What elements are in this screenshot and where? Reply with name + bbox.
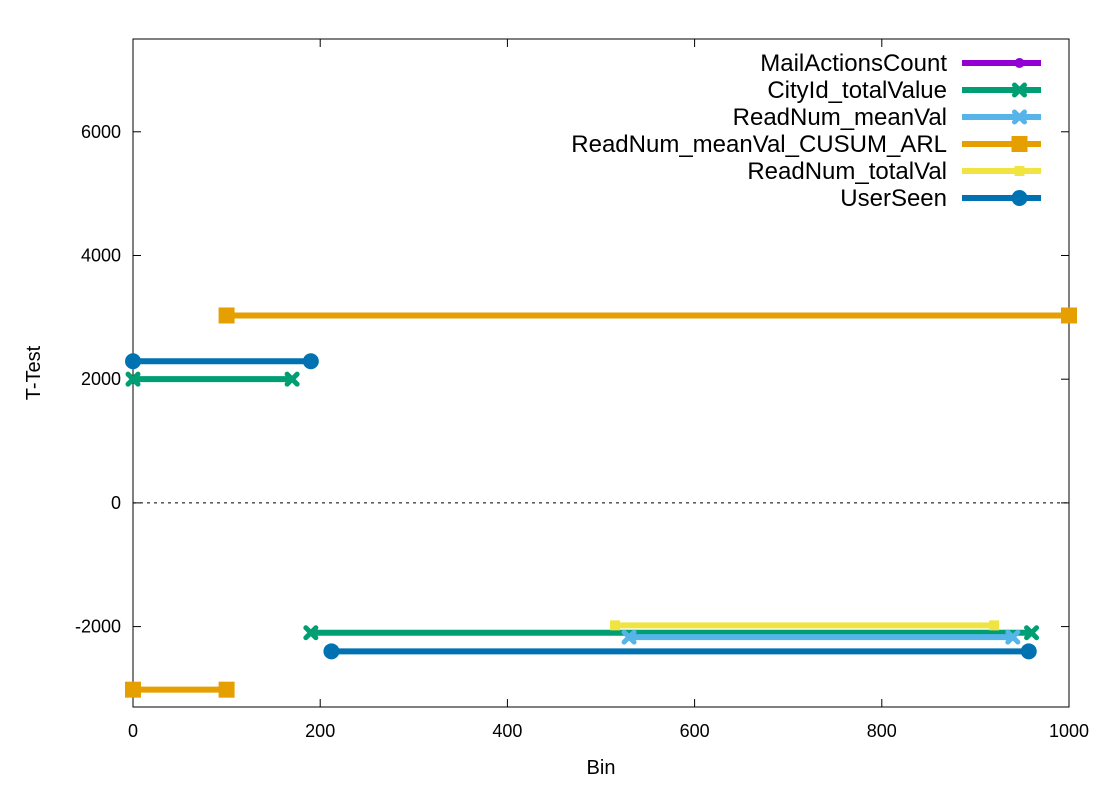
series-ReadNum_meanVal_CUSUM_ARL <box>125 307 1077 698</box>
data-point <box>1005 629 1021 645</box>
y-axis-label: T-Test <box>23 345 45 400</box>
data-point <box>610 620 621 631</box>
data-point <box>1011 136 1028 152</box>
data-point <box>1011 190 1028 206</box>
legend-label: ReadNum_meanVal_CUSUM_ARL <box>571 131 947 158</box>
y-tick-label: 6000 <box>81 122 121 142</box>
data-point <box>621 629 637 645</box>
series-UserSeen <box>125 353 1037 660</box>
data-point <box>125 371 141 387</box>
y-tick-label: -2000 <box>75 617 121 637</box>
y-tick-label: 4000 <box>81 245 121 265</box>
legend-label: CityId_totalValue <box>767 77 947 104</box>
data-point <box>303 625 319 641</box>
data-point <box>218 307 235 324</box>
data-point <box>323 643 340 660</box>
data-point <box>1061 307 1077 324</box>
data-point <box>1020 643 1037 660</box>
y-tick-label: 2000 <box>81 369 121 389</box>
x-tick-label: 200 <box>305 721 335 741</box>
legend-label: ReadNum_totalVal <box>747 158 947 185</box>
data-point <box>125 681 141 698</box>
legend-label: MailActionsCount <box>760 50 947 77</box>
x-tick-label: 600 <box>680 721 710 741</box>
series-ReadNum_totalVal <box>610 620 1000 631</box>
data-point <box>1024 625 1040 641</box>
data-point <box>218 681 235 698</box>
data-point <box>1014 166 1025 176</box>
x-axis-label: Bin <box>587 757 616 779</box>
series-ReadNum_meanVal <box>621 629 1021 645</box>
x-tick-label: 1000 <box>1049 721 1089 741</box>
data-point <box>302 353 319 370</box>
x-tick-label: 0 <box>128 721 138 741</box>
y-tick-label: 0 <box>111 493 121 513</box>
x-tick-label: 800 <box>867 721 897 741</box>
data-point <box>1012 82 1027 98</box>
data-point <box>1012 109 1027 125</box>
series-CityId_totalValue <box>125 371 1040 641</box>
data-point <box>125 353 141 370</box>
data-point <box>1014 58 1025 68</box>
data-point <box>284 371 300 387</box>
data-point <box>989 620 1000 631</box>
x-tick-label: 400 <box>492 721 522 741</box>
legend-label: ReadNum_meanVal <box>733 104 947 131</box>
legend-label: UserSeen <box>840 185 947 212</box>
